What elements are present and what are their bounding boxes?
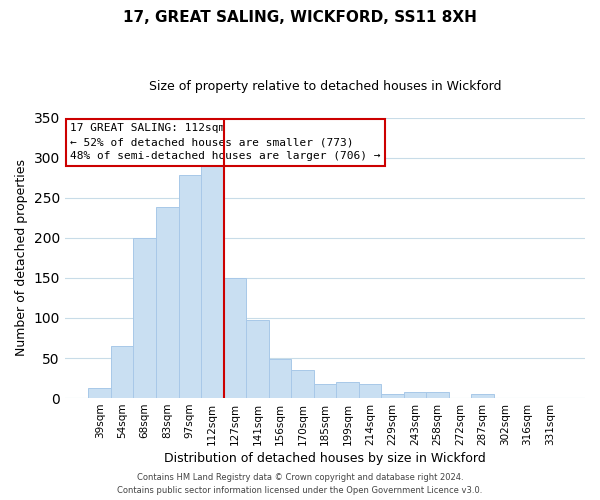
Title: Size of property relative to detached houses in Wickford: Size of property relative to detached ho… (149, 80, 501, 93)
Bar (179, 176, 201, 398)
Bar (201, 165, 224, 398)
Bar (133, 238, 156, 398)
Text: 17, GREAT SALING, WICKFORD, SS11 8XH: 17, GREAT SALING, WICKFORD, SS11 8XH (123, 10, 477, 25)
Y-axis label: Number of detached properties: Number of detached properties (15, 160, 28, 356)
Text: Contains HM Land Registry data © Crown copyright and database right 2024.
Contai: Contains HM Land Registry data © Crown c… (118, 474, 482, 495)
Bar (224, 278, 246, 398)
Bar (156, 208, 179, 398)
Bar (359, 384, 381, 398)
Bar (111, 346, 133, 398)
Text: 17 GREAT SALING: 112sqm
← 52% of detached houses are smaller (773)
48% of semi-d: 17 GREAT SALING: 112sqm ← 52% of detache… (70, 124, 380, 162)
Bar (404, 392, 426, 398)
Bar (471, 394, 494, 398)
Bar (336, 382, 359, 398)
Bar (269, 359, 291, 398)
Bar (381, 394, 404, 398)
X-axis label: Distribution of detached houses by size in Wickford: Distribution of detached houses by size … (164, 452, 486, 465)
Bar (314, 384, 336, 398)
Bar (246, 320, 269, 398)
Bar (426, 392, 449, 398)
Bar (291, 370, 314, 398)
Bar (88, 388, 111, 398)
